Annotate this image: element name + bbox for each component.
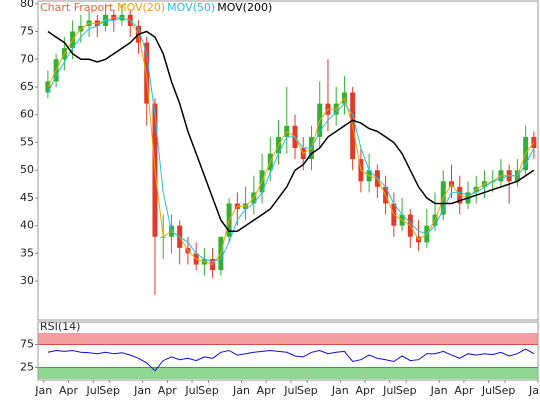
y-tick-label: 45 — [20, 191, 34, 204]
y-tick-label: 40 — [20, 219, 34, 232]
legend-entry: MOV(50) — [167, 1, 215, 14]
x-tick-label: Jan — [232, 384, 250, 397]
series-line — [47, 348, 535, 372]
x-tick-label: Jan — [430, 384, 448, 397]
x-tick-label: Apr — [158, 384, 178, 397]
overbought-band — [38, 333, 538, 345]
x-tick-label: Apr — [59, 384, 79, 397]
x-tick-label: Sep — [396, 384, 417, 397]
legend-entry: MOV(200) — [217, 1, 272, 14]
plot-area — [38, 1, 538, 320]
x-tick-label: Apr — [356, 384, 376, 397]
x-tick-label: Apr — [454, 384, 474, 397]
y-tick-label: 30 — [20, 274, 34, 287]
y-tick-label: 50 — [20, 163, 34, 176]
y-tick-label: 75 — [20, 338, 34, 351]
y-tick-label: 55 — [20, 135, 34, 148]
plot-frame — [37, 0, 539, 321]
x-tick-label: Jul — [382, 384, 396, 397]
x-tick-label: Sep — [297, 384, 318, 397]
x-tick-label: Sep — [198, 384, 219, 397]
x-tick-label: Jul — [184, 384, 198, 397]
x-tick-label: Apr — [257, 384, 277, 397]
y-tick-label: 35 — [20, 246, 34, 259]
legend-entry: MOV(20) — [117, 1, 165, 14]
candle-body — [144, 42, 150, 104]
x-tick-label: Sep — [495, 384, 516, 397]
x-tick-label: Ja — [528, 384, 539, 397]
plot-frame — [37, 321, 539, 381]
y-tick-label: 25 — [20, 361, 34, 374]
panel-title: RSI(14) — [40, 320, 80, 333]
series-line — [47, 30, 535, 232]
x-tick-label: Sep — [99, 384, 120, 397]
legend-title: Chart Fraport — [40, 1, 114, 14]
x-tick-label: Jan — [331, 384, 349, 397]
candle-body — [531, 136, 537, 149]
x-tick-label: Jul — [86, 384, 100, 397]
x-tick-label: Jan — [34, 384, 52, 397]
x-tick-label: Jul — [481, 384, 495, 397]
y-tick-label: 80 — [20, 0, 34, 10]
y-tick-label: 65 — [20, 80, 34, 93]
y-tick-label: 60 — [20, 108, 34, 121]
y-tick-label: 75 — [20, 25, 34, 38]
x-tick-label: Jan — [133, 384, 151, 397]
oversold-band — [38, 367, 538, 379]
y-tick-label: 70 — [20, 52, 34, 65]
series-line — [47, 17, 535, 263]
x-tick-label: Jul — [283, 384, 297, 397]
